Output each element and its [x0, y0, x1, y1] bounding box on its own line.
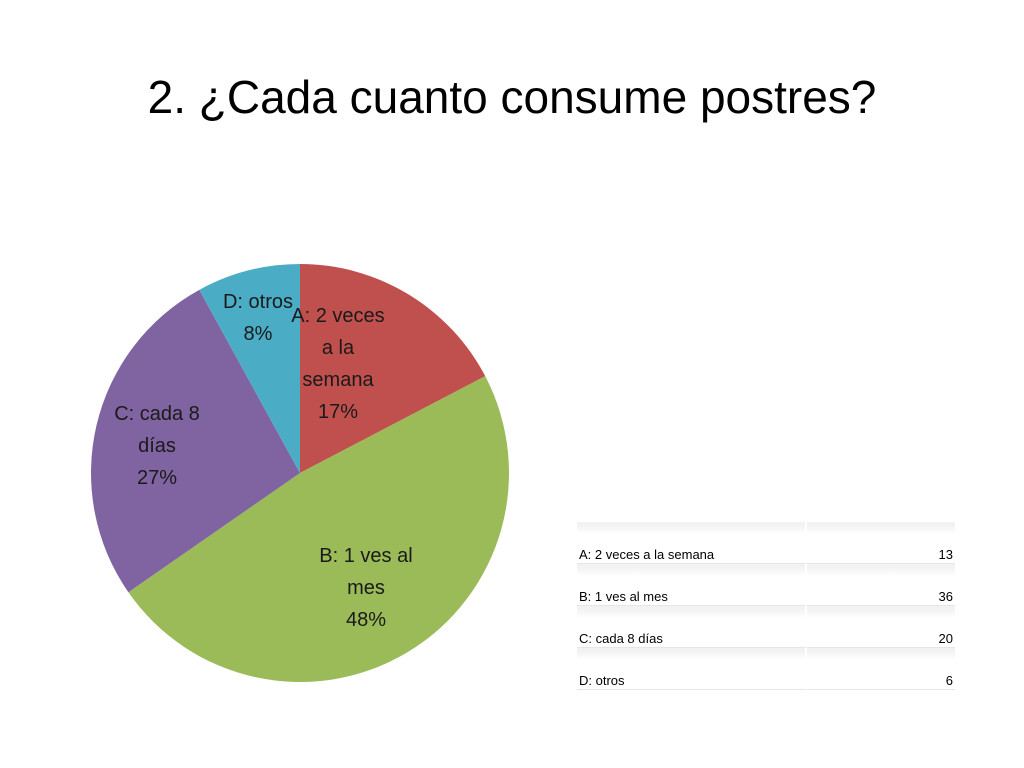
- slice-label-a: A: 2 veces a la semana 17%: [291, 305, 384, 423]
- pie-chart: A: 2 veces a la semana 17% B: 1 ves al mes 48%…: [90, 264, 510, 683]
- table-row: D: otros 6: [577, 648, 955, 690]
- pie-slice-c: [90, 289, 300, 593]
- slide-title: 2. ¿Cada cuanto consume postres?: [147, 71, 877, 123]
- slice-label-d: D: otros 8%: [223, 291, 293, 345]
- slice-label-b: B: 1 ves al mes 48%: [319, 545, 412, 631]
- pie-slice-b: [128, 376, 510, 683]
- table-cell-value: 6: [807, 648, 955, 690]
- pie-slice-a: [300, 264, 486, 473]
- table-cell-value: 20: [807, 606, 955, 648]
- table-cell-category: B: 1 ves al mes: [577, 564, 807, 606]
- table-cell-category: D: otros: [577, 648, 807, 690]
- table-cell-category: C: cada 8 días: [577, 606, 807, 648]
- table-cell-value: 36: [807, 564, 955, 606]
- pie-slice-d: [199, 264, 300, 473]
- table-row: C: cada 8 días 20: [577, 606, 955, 648]
- table-row: B: 1 ves al mes 36: [577, 564, 955, 606]
- table-cell-category: A: 2 veces a la semana: [577, 522, 807, 564]
- slice-label-c: C: cada 8 días 27%: [114, 403, 200, 489]
- data-table: A: 2 veces a la semana 13 B: 1 ves al me…: [577, 522, 955, 690]
- table-row: A: 2 veces a la semana 13: [577, 522, 955, 564]
- table-cell-value: 13: [807, 522, 955, 564]
